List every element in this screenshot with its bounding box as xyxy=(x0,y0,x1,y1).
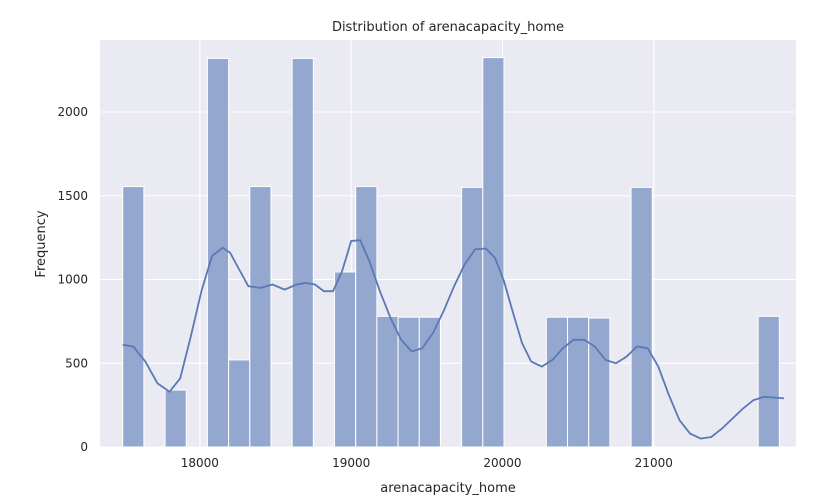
histogram-bar xyxy=(545,316,569,448)
y-axis-label: Frequency xyxy=(34,210,49,277)
y-tick-label: 2000 xyxy=(57,105,88,119)
histogram-bar xyxy=(249,186,272,448)
histogram-bar xyxy=(757,315,780,448)
histogram-bar xyxy=(567,316,590,448)
y-tick-label: 0 xyxy=(80,440,88,454)
histogram-bar xyxy=(206,57,230,448)
histogram-bar xyxy=(461,186,484,448)
y-tick-label: 1500 xyxy=(57,189,88,203)
histogram-bar xyxy=(397,316,420,448)
x-tick-label: 20000 xyxy=(483,456,521,470)
histogram-bars xyxy=(122,57,780,448)
plot-area xyxy=(100,40,796,447)
x-axis-label: arenacapacity_home xyxy=(380,481,515,496)
histogram-bar xyxy=(228,359,251,448)
x-axis-ticks: 18000 19000 20000 21000 xyxy=(181,456,673,470)
histogram-bar xyxy=(482,57,505,448)
y-tick-label: 1000 xyxy=(57,273,88,287)
histogram-bar xyxy=(122,186,145,448)
histogram-bar xyxy=(588,317,611,448)
histogram-bar xyxy=(334,271,357,448)
chart-title: Distribution of arenacapacity_home xyxy=(332,20,564,35)
y-tick-label: 500 xyxy=(65,356,88,370)
histogram-bar xyxy=(291,57,314,448)
x-tick-label: 18000 xyxy=(181,456,219,470)
histogram-bar xyxy=(376,315,399,448)
x-tick-label: 21000 xyxy=(635,456,673,470)
y-axis-ticks: 0 500 1000 1500 2000 xyxy=(57,105,88,454)
histogram-bar xyxy=(418,316,441,448)
kde-curve xyxy=(122,239,784,440)
x-tick-label: 19000 xyxy=(332,456,370,470)
histogram-bar xyxy=(355,186,378,448)
histogram-bar xyxy=(630,186,653,448)
histogram-bar xyxy=(164,389,187,448)
